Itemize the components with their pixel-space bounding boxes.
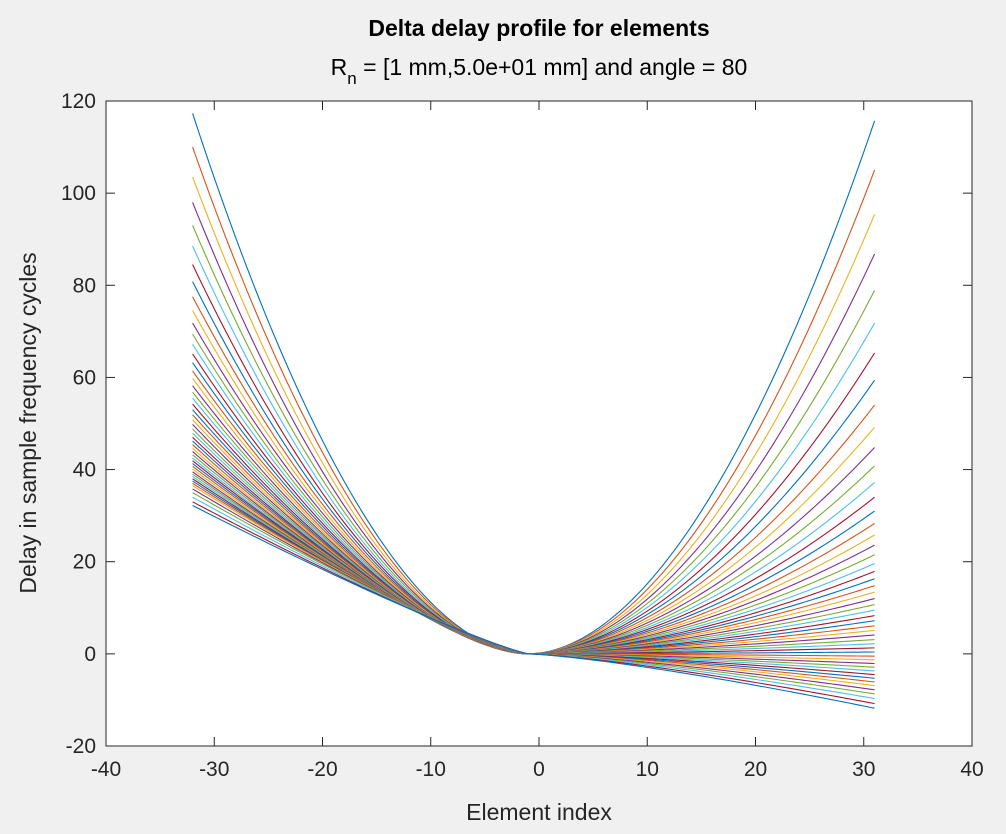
subtitle-r: R (331, 54, 348, 80)
y-tick-label: 40 (73, 459, 96, 482)
chart-subtitle: Rn = [1 mm,5.0e+01 mm] and angle = 80 (331, 54, 748, 88)
x-axis-label: Element index (466, 799, 612, 825)
x-tick-label: 20 (744, 758, 767, 781)
x-tick-label: -30 (199, 758, 229, 781)
y-tick-label: 0 (84, 643, 96, 666)
y-tick-label: 20 (73, 551, 96, 574)
subtitle-sub: n (347, 69, 356, 88)
x-tick-label: -40 (91, 758, 121, 781)
x-tick-label: 40 (960, 758, 983, 781)
x-tick-label: 0 (533, 758, 545, 781)
y-tick-label: 80 (73, 274, 96, 297)
series-line (192, 505, 875, 709)
chart-title: Delta delay profile for elements (368, 15, 709, 41)
y-tick-label: 120 (61, 90, 96, 113)
x-tick-label: -10 (416, 758, 446, 781)
ticks (105, 100, 973, 747)
series-lines (192, 113, 876, 709)
tick-labels: -40 -30 -20 -10 0 10 20 30 40 -20 0 20 40 60 80 100 120 (61, 90, 984, 781)
x-tick-label: -20 (307, 758, 337, 781)
y-tick-label: 100 (61, 182, 96, 205)
x-tick-label: 10 (636, 758, 659, 781)
y-axis-label: Delay in sample frequency cycles (15, 252, 41, 593)
y-tick-label: -20 (66, 735, 96, 758)
y-tick-label: 60 (73, 366, 96, 389)
x-tick-label: 30 (852, 758, 875, 781)
subtitle-rest: = [1 mm,5.0e+01 mm] and angle = 80 (357, 54, 748, 80)
